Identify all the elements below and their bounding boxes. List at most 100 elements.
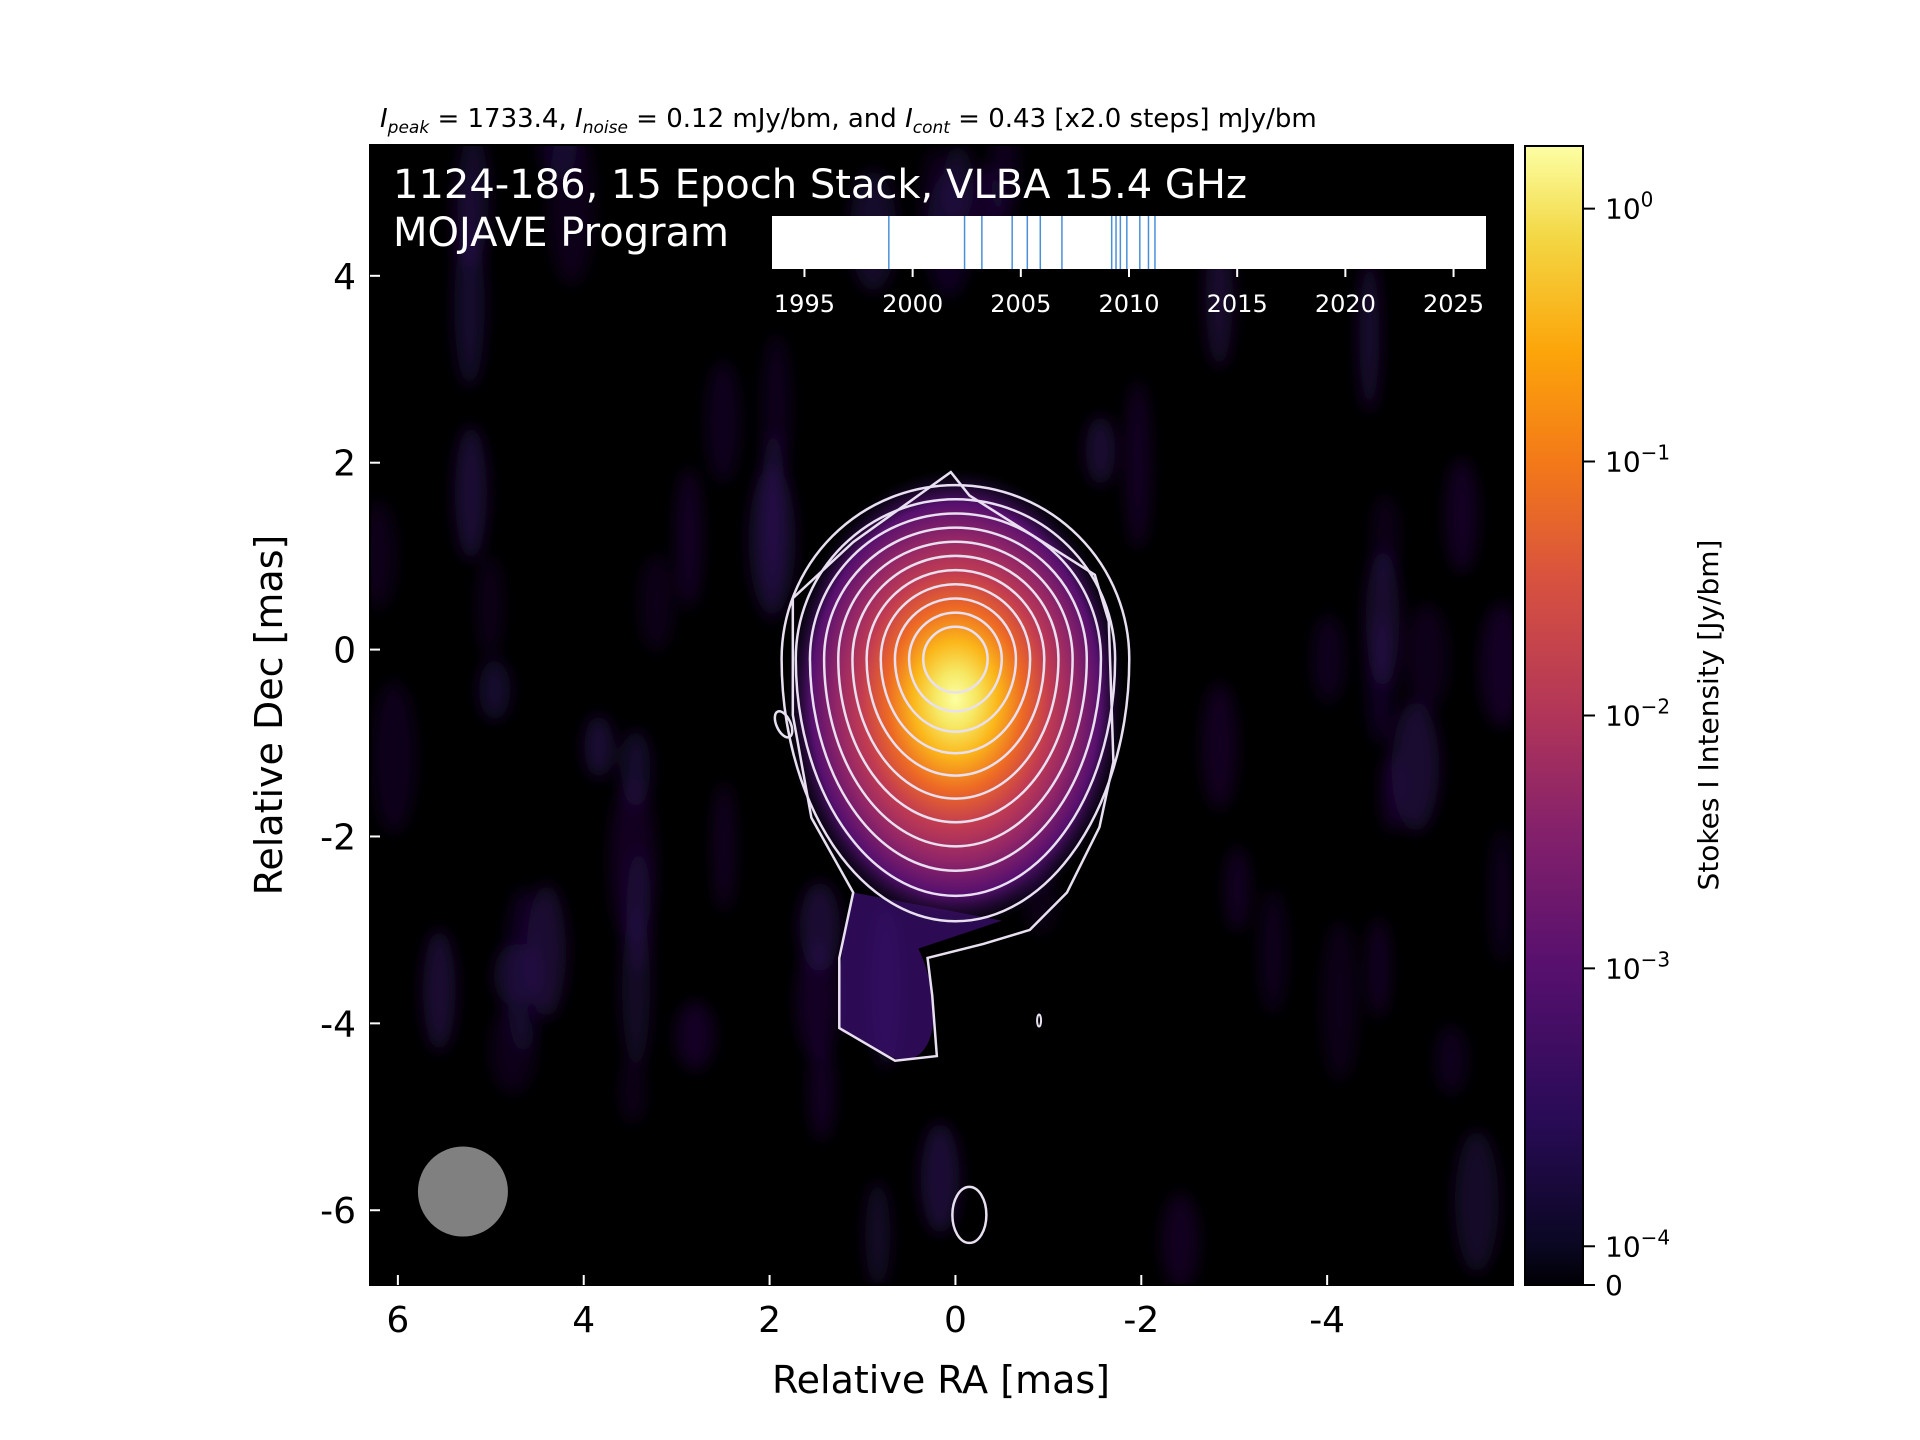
colorbar-tick-label-3: 10−3 bbox=[1605, 947, 1670, 985]
noise-blob bbox=[1202, 682, 1237, 810]
noise-blob bbox=[675, 1001, 715, 1070]
noise-blob bbox=[610, 778, 656, 944]
noise-blob bbox=[1371, 494, 1399, 582]
noise-blob bbox=[1359, 259, 1380, 412]
y-tick-label-5: -6 bbox=[320, 1191, 356, 1232]
contour-7 bbox=[865, 569, 1046, 777]
noise-blob bbox=[675, 468, 703, 609]
noise-blob bbox=[796, 943, 839, 1059]
noise-blob bbox=[1445, 458, 1478, 573]
noise-blob bbox=[454, 225, 485, 388]
noise-blob bbox=[1225, 846, 1250, 932]
contour-10 bbox=[907, 611, 1004, 713]
x-tick-label-4: -2 bbox=[1123, 1300, 1159, 1341]
colorbar-gradient bbox=[1524, 145, 1584, 1286]
contour-2 bbox=[794, 498, 1117, 898]
x-axis-ticks: 6 4 2 0 -2 -4 bbox=[386, 1275, 1345, 1341]
y-axis-label: Relative Dec [mas] bbox=[247, 535, 291, 896]
noise-blob bbox=[1161, 1192, 1199, 1285]
timeline-tick-label-6: 2025 bbox=[1423, 290, 1484, 318]
noise-blob bbox=[621, 908, 651, 1069]
noise-blob bbox=[476, 555, 503, 659]
noise-blob bbox=[1321, 920, 1358, 1082]
noise-blob bbox=[422, 929, 456, 1051]
timeline-tick-label-2: 2005 bbox=[990, 290, 1051, 318]
noise-blob bbox=[1125, 380, 1151, 550]
noise-blob bbox=[620, 1059, 646, 1124]
contour-island-speck bbox=[1036, 1013, 1043, 1028]
colorbar-tick-label-2: 10−2 bbox=[1605, 695, 1670, 733]
contour-island-bottom bbox=[951, 1185, 988, 1245]
y-tick-label-3: -2 bbox=[320, 817, 356, 858]
y-tick-label-2: 0 bbox=[333, 631, 356, 672]
colorbar: 100 10−1 10−2 10−3 10−4 0 Stokes I Intensity … bbox=[1524, 145, 1725, 1302]
x-tick-label-0: 6 bbox=[386, 1300, 409, 1341]
noise-blob bbox=[920, 1123, 960, 1234]
image-frame bbox=[369, 144, 1514, 1286]
y-tick-label-4: -4 bbox=[320, 1004, 356, 1045]
noise-blob bbox=[1454, 1130, 1499, 1273]
colorbar-label: Stokes I Intensity [Jy/bm] bbox=[1692, 540, 1725, 891]
beam-ellipse bbox=[417, 1146, 508, 1237]
x-tick-label-2: 2 bbox=[758, 1300, 781, 1341]
noise-blob bbox=[478, 659, 511, 721]
contour-1 bbox=[780, 484, 1131, 922]
timeline-tick-label-5: 2020 bbox=[1315, 290, 1376, 318]
title-line-2: MOJAVE Program bbox=[393, 210, 729, 256]
x-tick-label-3: 0 bbox=[944, 1300, 967, 1341]
y-tick-label-0: 4 bbox=[333, 257, 356, 298]
noise-blob bbox=[1085, 416, 1116, 485]
noise-blob bbox=[1404, 603, 1449, 713]
x-tick-label-5: -4 bbox=[1309, 1300, 1345, 1341]
timeline-tick-label-3: 2010 bbox=[1098, 290, 1159, 318]
jet-emission bbox=[837, 892, 1002, 1061]
colorbar-ticks: 100 10−1 10−2 10−3 10−4 0 bbox=[1583, 188, 1670, 1302]
contour-4 bbox=[822, 526, 1089, 847]
noise-blob bbox=[809, 1042, 835, 1141]
contour-11 bbox=[922, 625, 989, 694]
noise-blob bbox=[1435, 1025, 1468, 1095]
noise-blob bbox=[1489, 828, 1513, 964]
timeline-epoch-lines bbox=[888, 216, 1156, 269]
core-emission bbox=[785, 468, 1126, 929]
colorbar-tick-label-1: 10−1 bbox=[1605, 441, 1670, 479]
x-axis-label: Relative RA [mas] bbox=[772, 1358, 1110, 1402]
noise-blob bbox=[539, 145, 577, 181]
x-tick-label-1: 4 bbox=[572, 1300, 595, 1341]
noise-texture bbox=[370, 145, 1513, 1285]
noise-blob bbox=[1480, 602, 1513, 728]
noise-blob bbox=[504, 887, 542, 1054]
y-tick-label-1: 2 bbox=[333, 444, 356, 485]
noise-blob bbox=[1391, 701, 1440, 832]
noise-blob bbox=[1259, 889, 1288, 1015]
timeline-tick-label-0: 1995 bbox=[774, 290, 835, 318]
header-stats: Ipeak = 1733.4, Inoise = 0.12 mJy/bm, an… bbox=[380, 104, 1317, 138]
noise-blob bbox=[454, 426, 487, 560]
contour-0 bbox=[791, 470, 1115, 1063]
timeline-box bbox=[772, 216, 1486, 269]
noise-blob bbox=[713, 782, 735, 912]
noise-blob bbox=[705, 360, 741, 483]
noise-blob bbox=[372, 680, 416, 834]
noise-blob bbox=[370, 500, 397, 610]
title-line-1: 1124-186, 15 Epoch Stack, VLBA 15.4 GHz bbox=[393, 162, 1247, 208]
contour-9 bbox=[893, 597, 1018, 733]
noise-blob bbox=[1367, 917, 1390, 1019]
epoch-timeline: 1995 2000 2005 2010 2015 2020 2025 bbox=[772, 216, 1486, 318]
timeline-tick-label-4: 2015 bbox=[1207, 290, 1268, 318]
noise-blob bbox=[942, 145, 974, 226]
contour-3 bbox=[808, 512, 1103, 873]
contour-8 bbox=[879, 583, 1032, 755]
colorbar-tick-label-0: 100 bbox=[1605, 188, 1653, 226]
noise-blob bbox=[584, 715, 614, 778]
noise-blob bbox=[865, 1181, 891, 1285]
noise-blob bbox=[748, 465, 796, 616]
colorbar-tick-label-5: 0 bbox=[1605, 1269, 1623, 1302]
noise-blob bbox=[1312, 614, 1345, 704]
contour-island-left bbox=[773, 710, 794, 739]
contour-6 bbox=[851, 554, 1060, 800]
timeline-ticks: 1995 2000 2005 2010 2015 2020 2025 bbox=[774, 269, 1484, 318]
contour-5 bbox=[837, 540, 1074, 824]
contour-lines bbox=[773, 470, 1131, 1245]
